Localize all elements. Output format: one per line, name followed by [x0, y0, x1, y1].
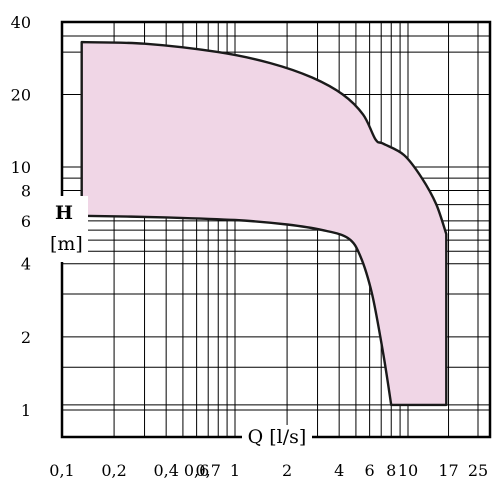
y-axis-label-symbol: H [55, 202, 73, 224]
x-tick-label: 0,4 [153, 461, 178, 480]
y-axis-label-unit: [m] [50, 233, 83, 255]
y-axis-label-box: H [m] [48, 196, 88, 262]
y-tick-label: 4 [21, 255, 31, 274]
y-tick-label: 40 [11, 13, 31, 32]
x-axis-label-box: Q [l/s] [242, 425, 312, 448]
x-tick-label: 8 [386, 461, 396, 480]
x-tick-label: 1 [230, 461, 240, 480]
x-tick-label: 6 [365, 461, 375, 480]
x-tick-label: 17 [438, 461, 458, 480]
x-tick-label: 0,7 [195, 461, 220, 480]
y-tick-label: 6 [21, 212, 31, 231]
x-tick-label: 0,6 [184, 461, 209, 480]
y-tick-label: 10 [11, 158, 31, 177]
x-tick-label: 2 [282, 461, 292, 480]
y-tick-label: 2 [21, 328, 31, 347]
x-tick-labels: 0,1 0,2 0,4 0,60,7 1 2 4 6 8 10 17 25 [49, 461, 488, 480]
y-tick-label: 20 [11, 86, 31, 105]
x-tick-label: 0,1 [49, 461, 74, 480]
y-tick-label: 1 [21, 401, 31, 420]
x-tick-label: 4 [334, 461, 344, 480]
x-tick-label: 25 [468, 461, 488, 480]
y-tick-labels: 40 20 10 8 6 4 2 1 [11, 13, 31, 420]
x-tick-label: 10 [398, 461, 418, 480]
x-axis-label: Q [l/s] [248, 426, 307, 448]
y-tick-label: 8 [21, 182, 31, 201]
x-tick-label: 0,2 [101, 461, 126, 480]
operating-envelope-area [80, 40, 448, 407]
